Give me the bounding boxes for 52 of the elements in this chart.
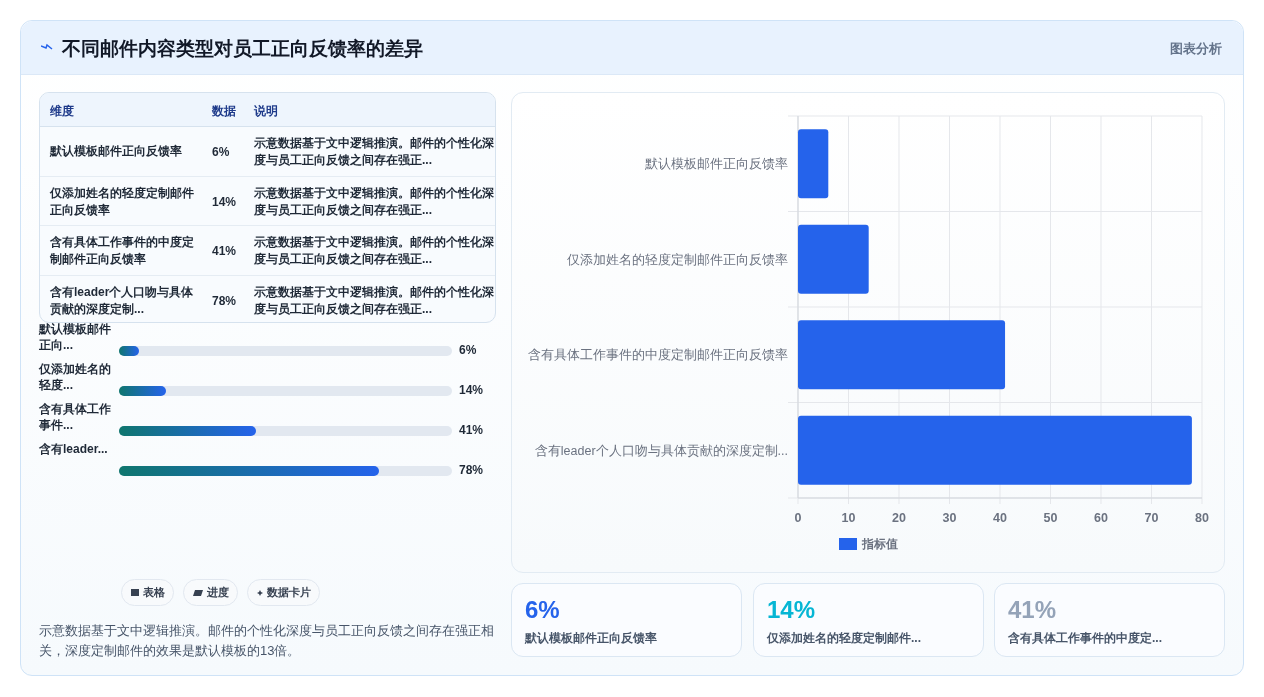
bar (798, 224, 869, 294)
text: 78% (212, 292, 238, 310)
text: 示意数据基于文中逻辑推演。邮件的个性化深度与员工正向反馈之间存在强正... (254, 233, 494, 268)
text: 6% (459, 343, 477, 357)
x-tick-label: 30 (942, 511, 957, 525)
text: 41% (212, 242, 238, 260)
bar (798, 320, 1006, 390)
text: 含有具体工作事件的中度定... (1008, 630, 1163, 647)
text: 仅添加姓名的轻度定制邮件... (767, 630, 922, 647)
x-tick-label: 10 (841, 511, 856, 525)
text: 不同邮件内容类型对员工正向反馈率的差异 (62, 37, 423, 61)
text: 含有具体工作事件... (39, 401, 112, 434)
text: 示意数据基于文中逻辑推演。邮件的个性化深度与员工正向反馈之间存在强正相关，深度定制邮件的效果是默认模板的13倍。 (39, 622, 495, 660)
y-tick-label: 含有具体工作事件的中度定制邮件正向反馈率 (528, 347, 788, 363)
y-tick-label: 默认模板邮件正向反馈率 (644, 156, 788, 172)
text: 14% (212, 193, 238, 211)
text: 表格 (142, 585, 165, 600)
text: 仅添加姓名的轻度定制邮件正向反馈率 (50, 184, 195, 219)
text: 说明 (254, 103, 278, 120)
text: 41% (1008, 596, 1057, 624)
y-tick-label: 含有leader个人口吻与具体贡献的深度定制... (534, 442, 788, 458)
text: 示意数据基于文中逻辑推演。邮件的个性化深度与员工正向反馈之间存在强正... (254, 283, 494, 318)
text: 图表分析 (1170, 40, 1222, 58)
text: 维度 (50, 103, 74, 120)
bar (798, 415, 1192, 485)
text: 数据 (212, 103, 236, 120)
text: 数据卡片 (266, 585, 311, 600)
text: 仅添加姓名的轻度... (39, 361, 112, 394)
text: 14% (459, 383, 484, 397)
text: 默认模板邮件正向反馈率 (50, 143, 183, 160)
y-tick-label: 仅添加姓名的轻度定制邮件正向反馈率 (567, 251, 788, 267)
text: 含有leader个人口吻与具体贡献的深度定制... (50, 284, 194, 316)
legend-label: 指标值 (861, 537, 898, 552)
text: 78% (459, 463, 484, 477)
text: 14% (767, 596, 816, 624)
text: 含有leader... (39, 441, 109, 458)
bar (798, 129, 829, 199)
text: 6% (212, 143, 231, 161)
x-tick-label: 80 (1195, 511, 1209, 525)
text: 进度 (206, 585, 229, 600)
text: 6% (525, 596, 560, 624)
text: 41% (459, 423, 484, 437)
x-tick-label: 50 (1043, 511, 1058, 525)
text: 示意数据基于文中逻辑推演。邮件的个性化深度与员工正向反馈之间存在强正... (254, 134, 494, 169)
x-tick-label: 0 (794, 511, 802, 525)
x-tick-label: 20 (892, 511, 906, 525)
x-tick-label: 40 (993, 511, 1007, 525)
x-tick-label: 60 (1094, 511, 1108, 525)
text: 默认模板邮件正向... (39, 321, 112, 354)
x-tick-label: 70 (1144, 511, 1159, 525)
text: 含有具体工作事件的中度定制邮件正向反馈率 (50, 233, 195, 268)
text: 示意数据基于文中逻辑推演。邮件的个性化深度与员工正向反馈之间存在强正... (254, 184, 494, 219)
